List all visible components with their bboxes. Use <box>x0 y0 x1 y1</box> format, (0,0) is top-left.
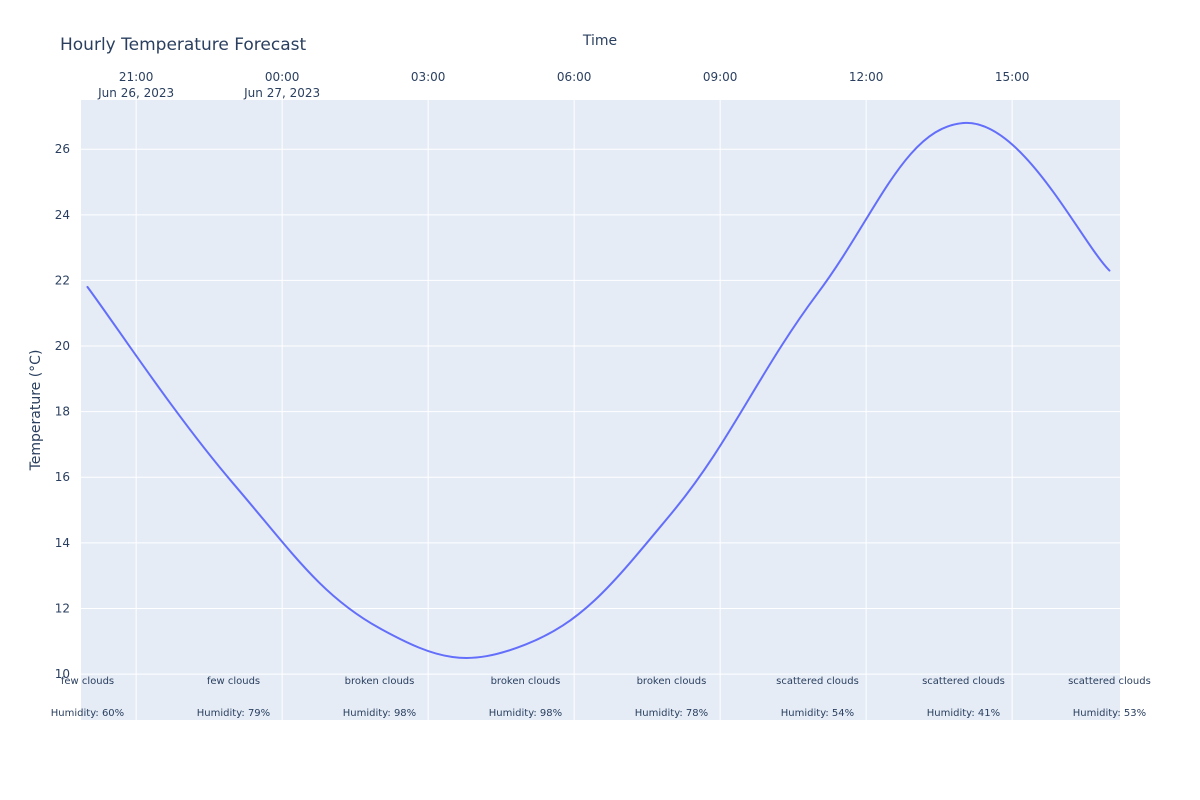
plot-background <box>81 100 1120 720</box>
y-tick-label: 26 <box>55 142 70 156</box>
humidity-label: Humidity: 41% <box>927 708 1000 719</box>
x-tick-date-label: Jun 26, 2023 <box>97 86 174 100</box>
x-tick-label: 06:00 <box>557 70 592 84</box>
weather-annotations: few clouds Humidity: 60% few clouds Humidit… <box>51 676 1151 719</box>
y-tick-label: 22 <box>55 273 70 287</box>
x-tick-label: 03:00 <box>411 70 446 84</box>
humidity-label: Humidity: 98% <box>343 708 416 719</box>
weather-label: broken clouds <box>491 676 561 687</box>
y-gridlines <box>81 148 1120 675</box>
x-tick-label: 09:00 <box>703 70 738 84</box>
humidity-label: Humidity: 98% <box>489 708 562 719</box>
weather-label: few clouds <box>61 676 114 687</box>
humidity-label: Humidity: 60% <box>51 708 124 719</box>
humidity-label: Humidity: 53% <box>1073 708 1146 719</box>
weather-label: few clouds <box>207 676 260 687</box>
humidity-label: Humidity: 54% <box>781 708 854 719</box>
y-tick-label: 14 <box>55 536 70 550</box>
y-tick-label: 10 <box>55 667 70 681</box>
humidity-label: Humidity: 78% <box>635 708 708 719</box>
y-tick-label: 16 <box>55 470 70 484</box>
chart-title: Hourly Temperature Forecast <box>60 35 306 55</box>
y-axis-title: Temperature (°C) <box>28 350 44 472</box>
y-tick-label: 24 <box>55 208 70 222</box>
y-tick-label: 18 <box>55 405 70 419</box>
y-axis-ticks: 10 12 14 16 18 20 22 24 26 <box>55 142 70 681</box>
weather-label: scattered clouds <box>1068 676 1151 687</box>
y-tick-label: 20 <box>55 339 70 353</box>
x-tick-label: 15:00 <box>995 70 1030 84</box>
humidity-label: Humidity: 79% <box>197 708 270 719</box>
weather-label: scattered clouds <box>776 676 859 687</box>
x-gridlines <box>135 100 1013 720</box>
x-tick-label: 21:00 <box>119 70 154 84</box>
x-tick-label: 00:00 <box>265 70 300 84</box>
x-tick-label: 12:00 <box>849 70 884 84</box>
weather-label: broken clouds <box>637 676 707 687</box>
x-axis-ticks: 21:00 Jun 26, 2023 00:00 Jun 27, 2023 03:00 0… <box>97 70 1029 100</box>
weather-label: scattered clouds <box>922 676 1005 687</box>
y-tick-label: 12 <box>55 601 70 615</box>
x-tick-date-label: Jun 27, 2023 <box>243 86 320 100</box>
x-axis-title: Time <box>582 33 617 49</box>
weather-label: broken clouds <box>345 676 415 687</box>
series-line <box>86 121 1111 659</box>
